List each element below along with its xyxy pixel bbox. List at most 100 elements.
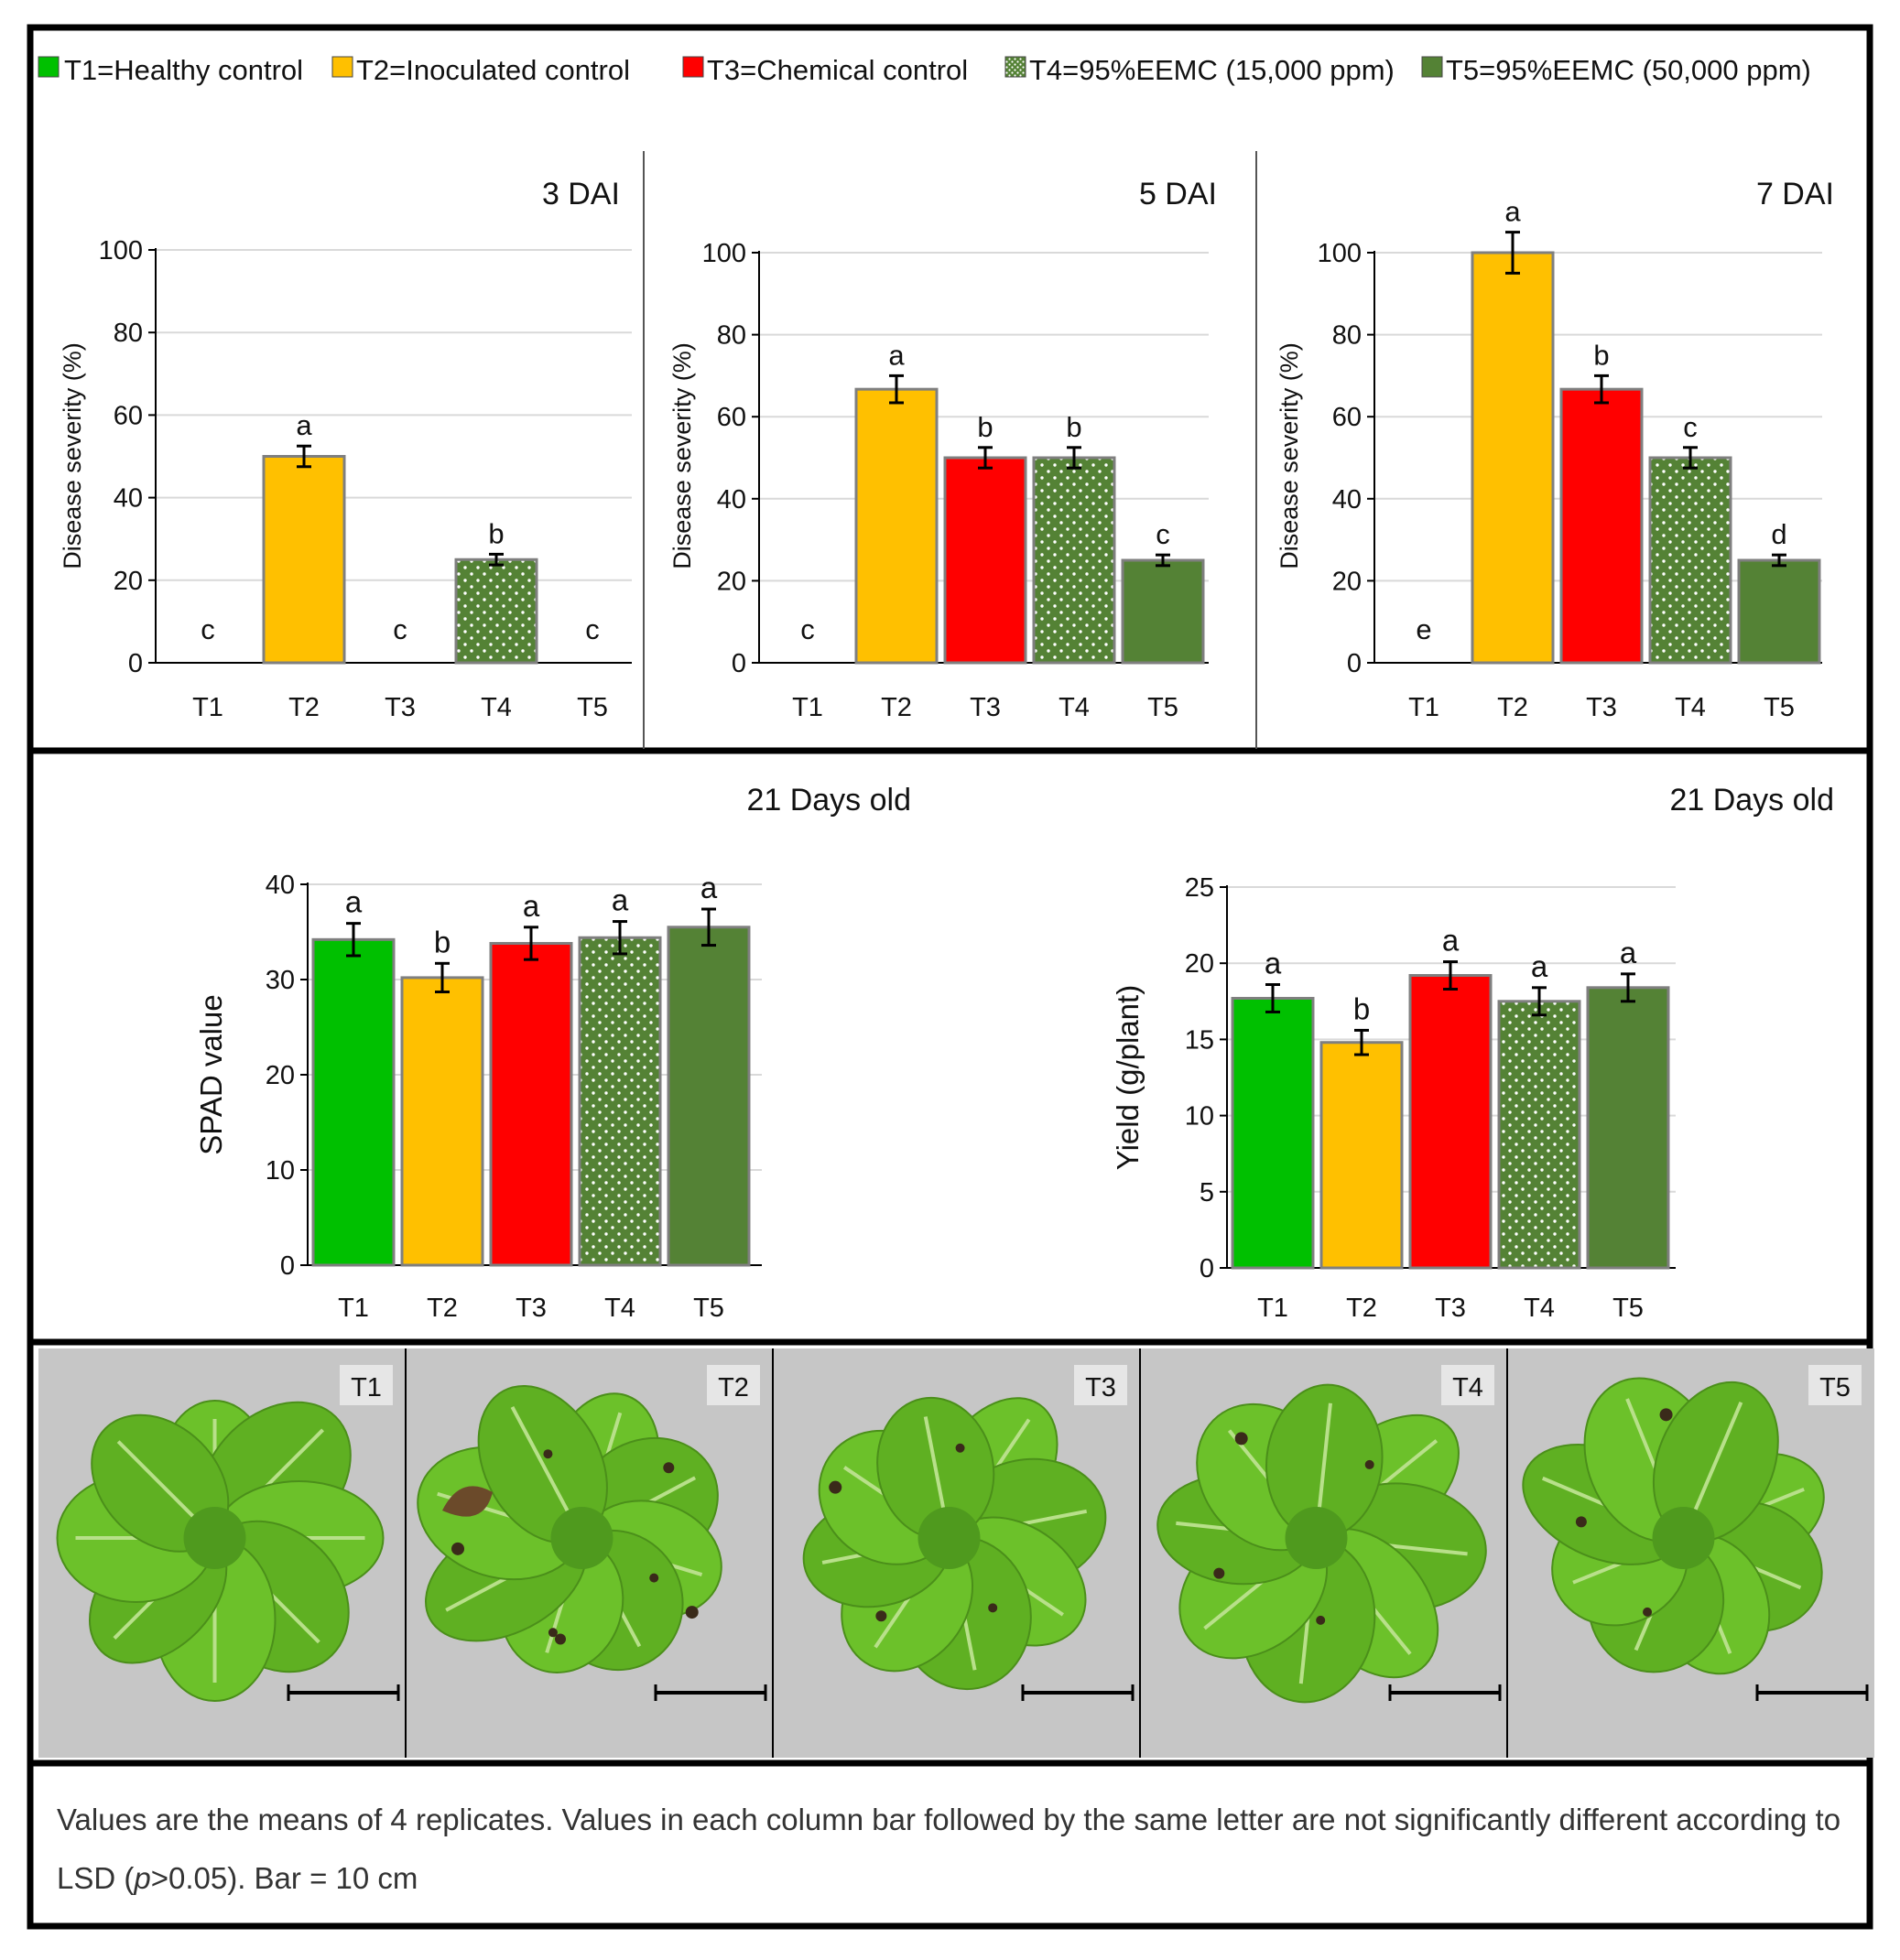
significance-letter: c xyxy=(1156,518,1170,550)
disease-spot xyxy=(956,1444,965,1453)
y-tick-label: 0 xyxy=(280,1251,295,1281)
legend-label-t2: T2=Inoculated control xyxy=(356,54,630,86)
disease-spot xyxy=(1316,1616,1325,1625)
bar-t3 xyxy=(1561,389,1642,663)
significance-letter: a xyxy=(1265,946,1282,980)
y-tick-label: 80 xyxy=(114,319,143,348)
bar-t4 xyxy=(1499,1002,1580,1268)
plant-photo-t3: T3 xyxy=(773,1348,1140,1758)
disease-spot xyxy=(1213,1568,1224,1579)
disease-spot xyxy=(451,1543,464,1555)
x-tick-label: T3 xyxy=(1435,1294,1466,1323)
plant-photo-t5: T5 xyxy=(1504,1348,1874,1758)
caption-text-2: >0.05). Bar = 10 cm xyxy=(151,1861,418,1895)
disease-spot xyxy=(829,1481,841,1494)
x-tick-label: T4 xyxy=(604,1294,635,1323)
legend-swatch-t4 xyxy=(1005,57,1026,77)
x-tick-label: T5 xyxy=(1764,693,1795,722)
significance-letter: b xyxy=(1066,411,1081,443)
y-axis-label: Disease severity (%) xyxy=(668,342,696,569)
disease-spot xyxy=(686,1606,699,1619)
significance-letter: e xyxy=(1416,613,1431,645)
significance-letter: a xyxy=(888,339,905,371)
bar-t4 xyxy=(456,559,537,663)
disease-spot xyxy=(649,1574,658,1583)
disease-spot xyxy=(1660,1408,1673,1421)
legend-label-t5: T5=95%EEMC (50,000 ppm) xyxy=(1446,54,1811,86)
photo-label: T2 xyxy=(718,1373,749,1402)
y-tick-label: 10 xyxy=(1185,1102,1214,1132)
chart-title: 5 DAI xyxy=(1139,177,1217,211)
y-axis-label: Disease severity (%) xyxy=(1276,342,1303,569)
x-tick-label: T3 xyxy=(970,693,1001,722)
y-tick-label: 40 xyxy=(1332,485,1362,514)
y-tick-label: 40 xyxy=(717,485,746,514)
legend-swatch-t1 xyxy=(38,57,59,77)
y-tick-label: 40 xyxy=(114,484,143,514)
bar-t1 xyxy=(1232,998,1313,1268)
y-tick-label: 60 xyxy=(1332,403,1362,432)
y-tick-label: 5 xyxy=(1200,1178,1214,1207)
y-tick-label: 0 xyxy=(1200,1254,1214,1283)
y-tick-label: 0 xyxy=(128,649,143,678)
caption: Values are the means of 4 replicates. Va… xyxy=(37,1767,1863,1918)
x-tick-label: T3 xyxy=(385,693,416,722)
significance-letter: c xyxy=(393,613,407,645)
y-axis-label: Disease severity (%) xyxy=(59,342,86,569)
plant-photo-t2: T2 xyxy=(401,1348,773,1758)
disease-spot xyxy=(875,1610,886,1621)
bar-t4 xyxy=(1034,458,1114,663)
significance-letter: c xyxy=(585,613,600,645)
bar-t2 xyxy=(1472,253,1553,663)
y-tick-label: 0 xyxy=(732,649,746,678)
chart-title: 7 DAI xyxy=(1756,177,1834,211)
x-tick-label: T3 xyxy=(516,1294,547,1323)
legend-label-t3: T3=Chemical control xyxy=(707,54,968,86)
plant-photo-t1: T1 xyxy=(38,1348,406,1758)
rosette-center xyxy=(184,1507,246,1569)
chart-title: 21 Days old xyxy=(1669,783,1834,818)
bar-t2 xyxy=(1321,1043,1402,1268)
bar-t1 xyxy=(313,939,394,1265)
legend-swatch-t5 xyxy=(1422,57,1442,77)
bar-t5 xyxy=(1588,988,1668,1268)
significance-letter: a xyxy=(1531,949,1548,983)
significance-letter: b xyxy=(1593,339,1609,371)
bar-t5 xyxy=(668,927,749,1265)
bar-t5 xyxy=(1739,560,1819,663)
disease-spot xyxy=(1365,1460,1374,1469)
significance-letter: b xyxy=(488,517,504,549)
x-tick-label: T4 xyxy=(1059,693,1090,722)
significance-letter: a xyxy=(345,885,363,919)
y-tick-label: 20 xyxy=(114,567,143,596)
y-tick-label: 80 xyxy=(1332,321,1362,351)
y-tick-label: 0 xyxy=(1347,649,1362,678)
disease-spot xyxy=(543,1449,552,1458)
chart-7dai: 0204060801007 DAIDisease severity (%)eT1… xyxy=(1276,177,1834,722)
x-tick-label: T4 xyxy=(1524,1294,1555,1323)
legend-label-t4: T4=95%EEMC (15,000 ppm) xyxy=(1029,54,1395,86)
photo-label: T3 xyxy=(1085,1373,1116,1402)
chart-title: 3 DAI xyxy=(542,177,620,211)
x-tick-label: T1 xyxy=(1408,693,1439,722)
disease-spot xyxy=(1235,1432,1248,1445)
y-tick-label: 100 xyxy=(702,239,746,268)
photo-label: T4 xyxy=(1452,1373,1483,1402)
photo-label: T5 xyxy=(1819,1373,1851,1402)
significance-letter: a xyxy=(1620,936,1637,969)
significance-letter: a xyxy=(700,871,718,904)
y-axis-label: SPAD value xyxy=(194,994,228,1154)
legend: T1=Healthy control T2=Inoculated control… xyxy=(38,54,1811,86)
rosette-center xyxy=(1286,1507,1348,1569)
disease-spot xyxy=(548,1628,558,1637)
x-tick-label: T1 xyxy=(338,1294,369,1323)
y-tick-label: 25 xyxy=(1185,873,1214,903)
disease-spot xyxy=(1576,1516,1587,1527)
significance-letter: b xyxy=(1353,991,1370,1025)
plant-photo-strip: T1 T2 T3 T4 T5 xyxy=(38,1348,1874,1758)
chart-5dai: 0 20 40 60 80 100 5 DAI Disease severity (%) c T1… xyxy=(668,177,1217,722)
significance-letter: a xyxy=(1442,924,1460,958)
bar-t4 xyxy=(1650,458,1731,663)
x-tick-label: T2 xyxy=(881,693,912,722)
rosette-center xyxy=(918,1507,981,1569)
